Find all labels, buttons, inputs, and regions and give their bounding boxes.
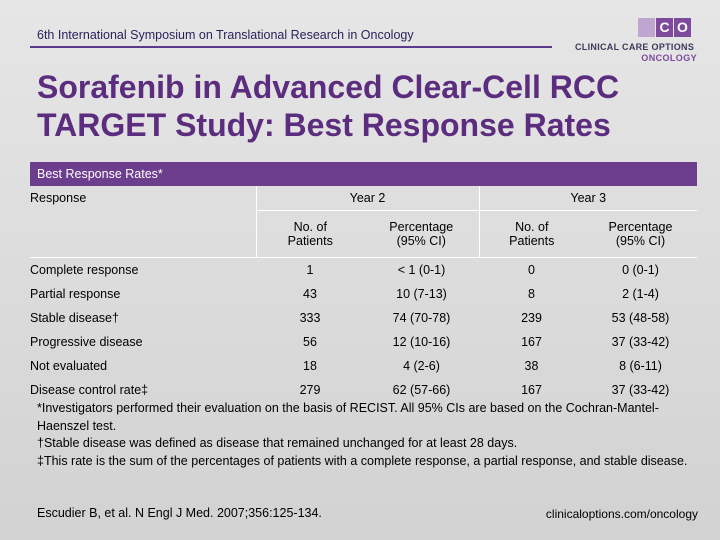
y2-percentage-cell: 74 (70-78) [392,311,451,325]
y3-patients-cell: 239 [521,311,542,325]
symposium-header: 6th International Symposium on Translati… [37,28,414,42]
table-row: Not evaluated 18 4 (2-6) 38 8 (6-11) [30,354,697,378]
row-label: Complete response [30,257,256,282]
y2-patients-cell: 43 [303,287,317,301]
table-caption: Best Response Rates* [37,167,163,181]
footnote-disease-control: ‡This rate is the sum of the percentages… [37,453,688,468]
logo-mark: C C O [637,18,691,37]
header-rule [30,46,552,48]
y2-patients-cell: 333 [299,311,321,325]
row-label: Partial response [30,287,121,301]
source-url: clinicaloptions.com/oncology [545,507,698,521]
table-row: Stable disease† 333 74 (70-78) 239 53 (4… [30,306,697,330]
clinical-care-options-logo: C C O CLINICAL CARE OPTIONS ONCOLOGY [575,18,703,68]
y3-percentage-header: Percentage (95% CI) [584,210,697,258]
y3-patients-cell: 8 [528,287,535,301]
y3-patients-cell: 167 [521,335,542,349]
y2-patients-cell: 1 [256,257,364,282]
response-rates-table: Response Year 2 Year 3 No. of Patients Pe… [30,186,697,402]
y2-patients-cell: 279 [299,383,321,397]
row-label: Progressive disease [30,335,143,349]
y3-percentage-cell: 0 (0-1) [584,257,697,282]
y3-patients-cell: 0 [479,257,584,282]
y2-percentage-cell: 12 (10-16) [392,335,451,349]
y2-patients-cell: 18 [303,359,317,373]
y2-percentage-cell: < 1 (0-1) [364,257,479,282]
response-column-header: Response [30,191,87,205]
y2-percentage-cell: 10 (7-13) [396,287,447,301]
title-line-2: TARGET Study: Best Response Rates [37,107,611,143]
y3-percentage-cell: 53 (48-58) [611,311,670,325]
logo-subtext: ONCOLOGY [641,53,697,63]
table-row: Complete response 1 < 1 (0-1) 0 0 (0-1) [30,257,697,282]
table-row: Disease control rate‡ 279 62 (57-66) 167… [30,378,697,402]
year-3-header: Year 3 [478,186,697,211]
logo-letter-c2: C [656,18,673,37]
y2-patients-cell: 56 [303,335,317,349]
y3-percentage-cell: 8 (6-11) [619,359,662,373]
table-year-header-row: Response Year 2 Year 3 [30,186,697,211]
table-row: Progressive disease 56 12 (10-16) 167 37… [30,330,697,354]
y2-patients-header: No. of Patients [255,210,364,258]
year-2-header: Year 2 [255,186,479,211]
y2-percentage-header: Percentage (95% CI) [364,210,479,258]
row-label: Stable disease† [30,311,119,325]
y3-patients-header: No. of Patients [478,210,584,258]
table-row: Partial response 43 10 (7-13) 8 2 (1-4) [30,282,697,306]
logo-text: CLINICAL CARE OPTIONS [575,42,695,52]
footnotes: *Investigators performed their evaluatio… [37,400,692,470]
row-label: Disease control rate‡ [30,383,149,397]
row-label: Not evaluated [30,359,108,373]
logo-letter-o: O [674,18,691,37]
y3-percentage-cell: 37 (33-42) [611,383,670,397]
footnote-recist: *Investigators performed their evaluatio… [37,401,659,433]
table-caption-bar: Best Response Rates* [30,162,697,186]
footnote-stable-disease: †Stable disease was defined as disease t… [37,436,518,450]
logo-letter-c1: C [638,18,655,37]
slide-title: Sorafenib in Advanced Clear-Cell RCC TAR… [37,68,707,144]
y2-percentage-cell: 4 (2-6) [403,359,440,373]
table-column-header-row: No. of Patients Percentage (95% CI) No. of… [30,210,697,258]
y3-percentage-cell: 2 (1-4) [622,287,659,301]
y3-patients-cell: 167 [521,383,542,397]
title-line-1: Sorafenib in Advanced Clear-Cell RCC [37,69,620,105]
y3-patients-cell: 38 [524,359,539,373]
y3-percentage-cell: 37 (33-42) [611,335,670,349]
citation: Escudier B, et al. N Engl J Med. 2007;35… [37,506,322,520]
y2-percentage-cell: 62 (57-66) [392,383,451,397]
